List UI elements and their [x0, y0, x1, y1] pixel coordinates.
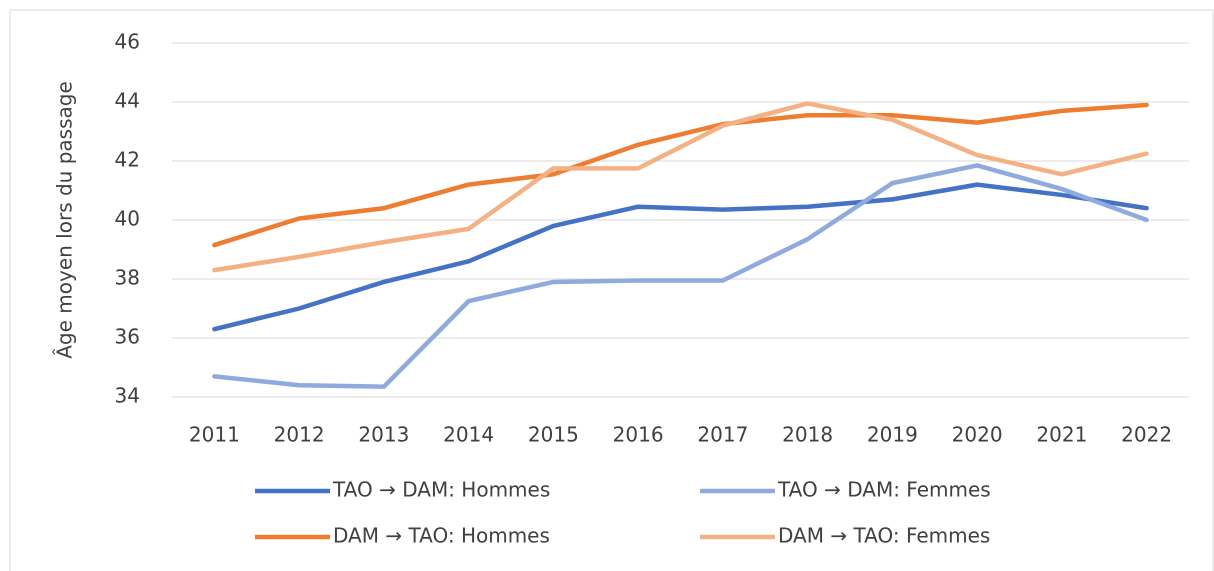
x-tick-label: 2019: [867, 423, 918, 447]
legend-label: DAM → TAO: Femmes: [778, 524, 990, 548]
y-tick-label: 40: [115, 207, 140, 231]
chart-frame: [9, 9, 1214, 571]
x-tick-label: 2015: [528, 423, 579, 447]
y-tick-label: 44: [115, 89, 140, 113]
x-tick-label: 2017: [697, 423, 748, 447]
x-tick-label: 2014: [443, 423, 494, 447]
x-tick-label: 2021: [1036, 423, 1087, 447]
x-tick-label: 2020: [952, 423, 1003, 447]
y-tick-label: 38: [115, 266, 140, 290]
legend-label: DAM → TAO: Hommes: [333, 524, 550, 548]
x-tick-label: 2016: [613, 423, 664, 447]
x-tick-label: 2022: [1121, 423, 1172, 447]
x-tick-label: 2018: [782, 423, 833, 447]
x-tick-label: 2013: [358, 423, 409, 447]
y-tick-label: 42: [115, 148, 140, 172]
x-tick-label: 2012: [274, 423, 325, 447]
line-series: [212, 163, 1149, 389]
y-tick-label: 34: [115, 384, 140, 408]
line-series: [212, 101, 1149, 273]
legend-label: TAO → DAM: Hommes: [332, 478, 550, 502]
y-tick-label: 46: [115, 30, 140, 54]
x-tick-label: 2011: [189, 423, 240, 447]
line-series: [212, 102, 1149, 248]
legend-label: TAO → DAM: Femmes: [777, 478, 991, 502]
y-axis-label: Âge moyen lors du passage: [53, 81, 77, 359]
line-series: [212, 182, 1149, 332]
y-tick-label: 36: [115, 325, 140, 349]
